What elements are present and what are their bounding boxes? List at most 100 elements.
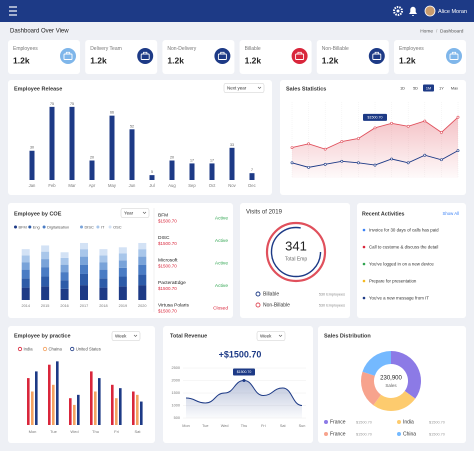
total-label: Sales (385, 383, 397, 388)
range-label[interactable]: Max (451, 86, 458, 90)
range-label[interactable]: 1M (426, 86, 431, 90)
bar-segment (138, 285, 147, 300)
bar-value: 52 (130, 124, 134, 128)
bar-segment (60, 280, 69, 289)
x-tick-label: 2015 (41, 304, 49, 308)
panel-title: Sales Statistics (286, 86, 326, 92)
legend-dot (108, 225, 112, 229)
panel (239, 40, 312, 74)
panel-title: Employee Release (14, 86, 62, 92)
legend-label: Eng (33, 224, 40, 229)
notification-icon[interactable] (409, 6, 417, 17)
bar (109, 115, 115, 180)
user-name[interactable]: Alice Moran (438, 9, 467, 15)
card-label: Delivery Team (90, 46, 122, 52)
bar (90, 371, 93, 425)
card-icon-glyph (220, 51, 225, 55)
dropdown[interactable] (256, 331, 286, 341)
x-tick-label: Mar (68, 183, 76, 188)
panel-title: Sales Distribution (324, 333, 371, 339)
card-icon-glyph (374, 51, 379, 55)
x-tick-label: Thu (241, 424, 248, 428)
range-button[interactable] (436, 84, 447, 92)
tooltip (363, 113, 387, 121)
bar-segment (138, 256, 147, 265)
point (456, 115, 460, 119)
bar-value: 33 (230, 143, 234, 147)
list-status: Active (215, 238, 228, 244)
list-name: DISC (158, 235, 170, 241)
x-tick-label: Jun (129, 183, 136, 188)
bar-segment (99, 262, 108, 270)
range-button[interactable] (423, 84, 434, 92)
show-all-link[interactable]: Show All (443, 211, 460, 216)
activity-text: Call to custome & discuss the detail (369, 244, 438, 249)
bar-segment (118, 260, 127, 268)
range-label[interactable]: 1D (400, 86, 405, 90)
panel-title: Visits of 2019 (246, 210, 283, 216)
range-button[interactable] (397, 84, 408, 92)
range-label[interactable]: 1Y (439, 86, 444, 90)
panel (357, 203, 466, 318)
legend-label: DISC (85, 224, 94, 229)
activity-dot (362, 262, 366, 266)
legend-label: Chaina (49, 346, 63, 351)
dropdown-label[interactable]: Week (115, 333, 127, 338)
range-button[interactable] (410, 84, 421, 92)
card-value: 1.2k (322, 55, 339, 65)
x-tick-label: Mon (29, 429, 37, 434)
bar-segment (138, 264, 147, 275)
x-tick-label: 2017 (80, 304, 88, 308)
settings-icon[interactable] (393, 6, 403, 16)
legend-label: United States (76, 346, 101, 351)
point (373, 126, 377, 130)
card-label: Non-Billable (322, 46, 349, 52)
dropdown[interactable] (111, 331, 141, 341)
dropdown-label[interactable]: Week (260, 333, 272, 338)
bar-value: 17 (210, 158, 214, 162)
point (406, 161, 410, 165)
bar-value: 66 (110, 111, 114, 115)
x-tick-label: Wed (221, 424, 229, 428)
legend-amount: $1500.70 (356, 420, 372, 424)
legend-dot (42, 346, 48, 352)
bar (69, 398, 72, 425)
area-fill (186, 380, 302, 418)
x-tick-label: Jan (29, 183, 36, 188)
legend-label: OSC (113, 224, 122, 229)
card-icon (368, 48, 385, 64)
dropdown[interactable] (223, 83, 265, 93)
breadcrumb: Dashboard (440, 28, 464, 34)
dropdown-label[interactable]: Next year (227, 85, 247, 90)
dropdown-chevron (133, 334, 138, 337)
bar (29, 150, 35, 180)
bar-segment (138, 274, 147, 286)
x-tick-label: 2016 (60, 304, 68, 308)
point (456, 149, 460, 153)
dropdown-label[interactable]: Year (124, 210, 134, 215)
activity-text: You've logged in on a new device (369, 261, 434, 266)
x-tick-label: May (108, 183, 117, 188)
legend-label: France (330, 432, 346, 438)
breadcrumb[interactable]: Home (420, 28, 433, 34)
bar-segment (138, 249, 147, 257)
dropdown[interactable] (120, 208, 150, 218)
activity-text: Prepare for presentation (369, 278, 417, 283)
ring (270, 226, 322, 278)
card-label: Employees (13, 46, 38, 52)
point (290, 146, 294, 150)
range-button[interactable] (449, 84, 460, 92)
legend-label: Non-Billable (263, 303, 290, 309)
bar-segment (80, 264, 88, 274)
bar-segment (80, 249, 88, 257)
range-label[interactable]: 5D (413, 86, 418, 90)
x-tick-label: Nov (228, 183, 236, 188)
menu-icon[interactable] (9, 6, 17, 16)
avatar[interactable] (424, 5, 436, 17)
card-icon (291, 48, 308, 64)
bar-segment (118, 253, 127, 261)
legend-label: BFM (19, 224, 27, 229)
point (323, 162, 327, 166)
card-value: 1.2k (90, 55, 107, 65)
x-tick-label: 2020 (138, 304, 146, 308)
